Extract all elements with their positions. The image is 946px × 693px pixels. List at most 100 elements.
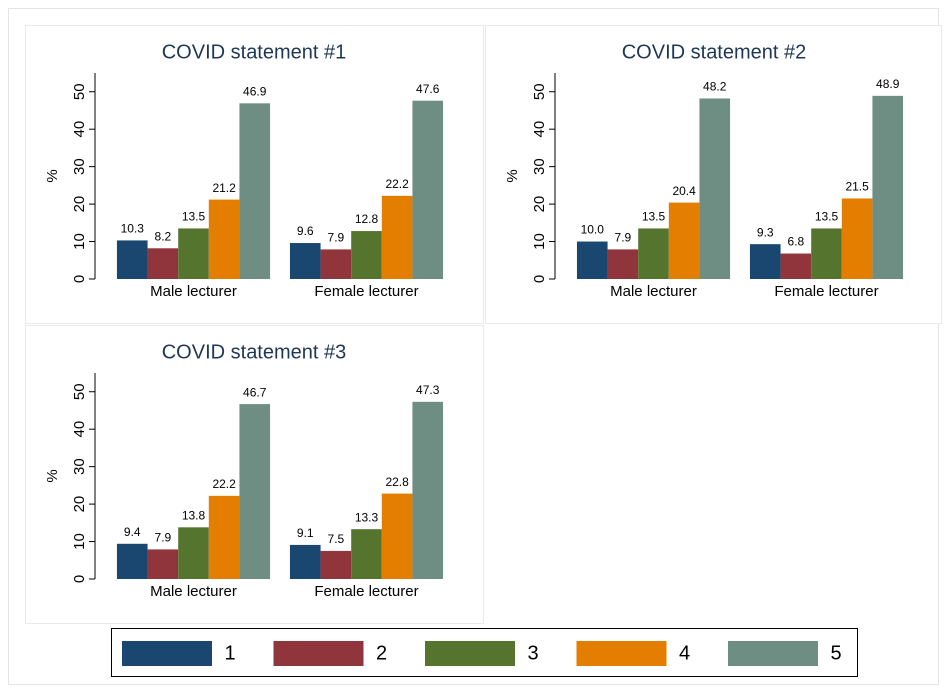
bar (208, 199, 240, 279)
value-label: 46.7 (243, 385, 267, 399)
bar (289, 544, 321, 579)
legend-label: 5 (830, 642, 841, 664)
y-tick-label: 20 (71, 196, 88, 213)
y-tick-label: 10 (71, 533, 88, 550)
value-label: 9.1 (297, 526, 314, 540)
y-axis-label: % (44, 169, 61, 182)
value-label: 9.6 (297, 224, 314, 238)
value-label: 22.2 (212, 477, 236, 491)
legend-swatch (425, 641, 515, 666)
bar (607, 249, 639, 279)
bar (147, 248, 179, 279)
bar (351, 529, 382, 579)
bar (841, 198, 873, 279)
y-axis-label: % (44, 469, 61, 482)
bar (576, 241, 608, 279)
value-label: 6.8 (788, 235, 805, 249)
bar (412, 401, 444, 579)
bar (381, 195, 413, 279)
bar (320, 550, 352, 579)
x-tick-label: Female lecturer (774, 283, 878, 300)
value-label: 20.4 (672, 184, 696, 198)
y-tick-label: 50 (71, 383, 88, 400)
bar (412, 100, 444, 279)
legend-swatch (576, 641, 667, 666)
bar (147, 549, 179, 579)
value-label: 13.5 (182, 210, 206, 224)
value-label: 7.9 (155, 531, 172, 545)
bar (351, 231, 382, 279)
figure-border (8, 8, 939, 685)
y-tick-label: 20 (71, 496, 88, 513)
bar (668, 202, 700, 279)
value-label: 22.2 (385, 177, 409, 191)
value-label: 48.2 (703, 80, 727, 94)
x-tick-label: Female lecturer (314, 583, 418, 600)
bar (381, 493, 413, 579)
value-label: 12.8 (355, 212, 379, 226)
value-label: 48.9 (876, 77, 900, 91)
chart-title: COVID statement #2 (622, 41, 807, 63)
y-tick-label: 50 (71, 83, 88, 100)
value-label: 46.9 (243, 85, 267, 99)
bar (178, 527, 209, 579)
value-label: 10.3 (121, 222, 145, 236)
bar (780, 253, 812, 279)
value-label: 8.2 (155, 229, 172, 243)
y-tick-label: 40 (531, 121, 548, 138)
y-tick-label: 20 (531, 196, 548, 213)
legend-swatch (122, 641, 212, 666)
value-label: 7.9 (328, 231, 345, 245)
value-label: 7.9 (615, 231, 632, 245)
legend-label: 4 (679, 642, 690, 664)
bar (638, 228, 669, 279)
value-label: 13.8 (182, 508, 206, 522)
bar (749, 244, 781, 279)
chart-title: COVID statement #1 (162, 41, 347, 63)
x-tick-label: Male lecturer (150, 283, 237, 300)
value-label: 9.3 (757, 225, 774, 239)
chart-title: COVID statement #3 (162, 341, 347, 363)
value-label: 47.3 (416, 383, 440, 397)
value-label: 13.5 (815, 210, 839, 224)
legend-swatch (273, 641, 364, 666)
value-label: 13.3 (355, 510, 379, 524)
legend-label: 1 (224, 642, 235, 664)
value-label: 13.5 (642, 210, 666, 224)
y-tick-label: 50 (531, 83, 548, 100)
bar (239, 404, 271, 579)
x-tick-label: Female lecturer (314, 283, 418, 300)
legend-swatch (728, 641, 818, 666)
legend-label: 3 (527, 642, 538, 664)
y-tick-label: 10 (71, 233, 88, 250)
value-label: 21.2 (212, 181, 236, 195)
bar (208, 495, 240, 579)
bar (872, 95, 904, 279)
y-tick-label: 40 (71, 121, 88, 138)
y-tick-label: 30 (71, 458, 88, 475)
y-tick-label: 0 (71, 275, 88, 283)
bar (811, 228, 842, 279)
y-axis-label: % (504, 169, 521, 182)
value-label: 7.5 (328, 532, 345, 546)
bar (289, 243, 321, 279)
bar (116, 240, 148, 279)
value-label: 22.8 (385, 475, 409, 489)
bar (699, 98, 731, 280)
x-tick-label: Male lecturer (610, 283, 697, 300)
value-label: 47.6 (416, 82, 440, 96)
y-tick-label: 30 (531, 158, 548, 175)
value-label: 9.4 (124, 525, 141, 539)
bar (116, 543, 148, 579)
y-tick-label: 10 (531, 233, 548, 250)
bar (239, 103, 271, 279)
value-label: 21.5 (845, 180, 869, 194)
y-tick-label: 30 (71, 158, 88, 175)
x-tick-label: Male lecturer (150, 583, 237, 600)
y-tick-label: 0 (531, 275, 548, 283)
value-label: 10.0 (581, 223, 605, 237)
y-tick-label: 40 (71, 421, 88, 438)
y-tick-label: 0 (71, 575, 88, 583)
bar (320, 249, 352, 279)
